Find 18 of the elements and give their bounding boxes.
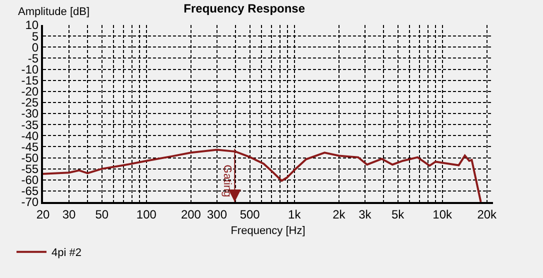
x-tick-label: 2k xyxy=(332,207,346,222)
legend-label: 4pi #2 xyxy=(52,247,82,260)
x-tick-label: 1k xyxy=(288,207,302,222)
x-tick-label: 30 xyxy=(62,207,76,222)
x-tick-label: 20k xyxy=(477,207,498,222)
x-tick-label: 10k xyxy=(432,207,454,222)
x-axis-title: Frequency [Hz] xyxy=(230,225,306,238)
x-tick-label: 300 xyxy=(206,207,228,222)
x-tick-label: 100 xyxy=(136,207,157,222)
x-tick-label: 5k xyxy=(391,207,406,222)
x-tick-label: 200 xyxy=(180,207,202,222)
x-tick-label: 3k xyxy=(358,207,372,222)
chart-title: Frequency Response xyxy=(184,2,306,16)
x-tick-label: 50 xyxy=(95,207,109,222)
y-axis-title: Amplitude [dB] xyxy=(18,6,90,18)
ref-line-label: Gating xyxy=(221,164,234,198)
x-tick-label: 500 xyxy=(240,207,260,222)
x-tick-label: 20 xyxy=(36,207,50,222)
